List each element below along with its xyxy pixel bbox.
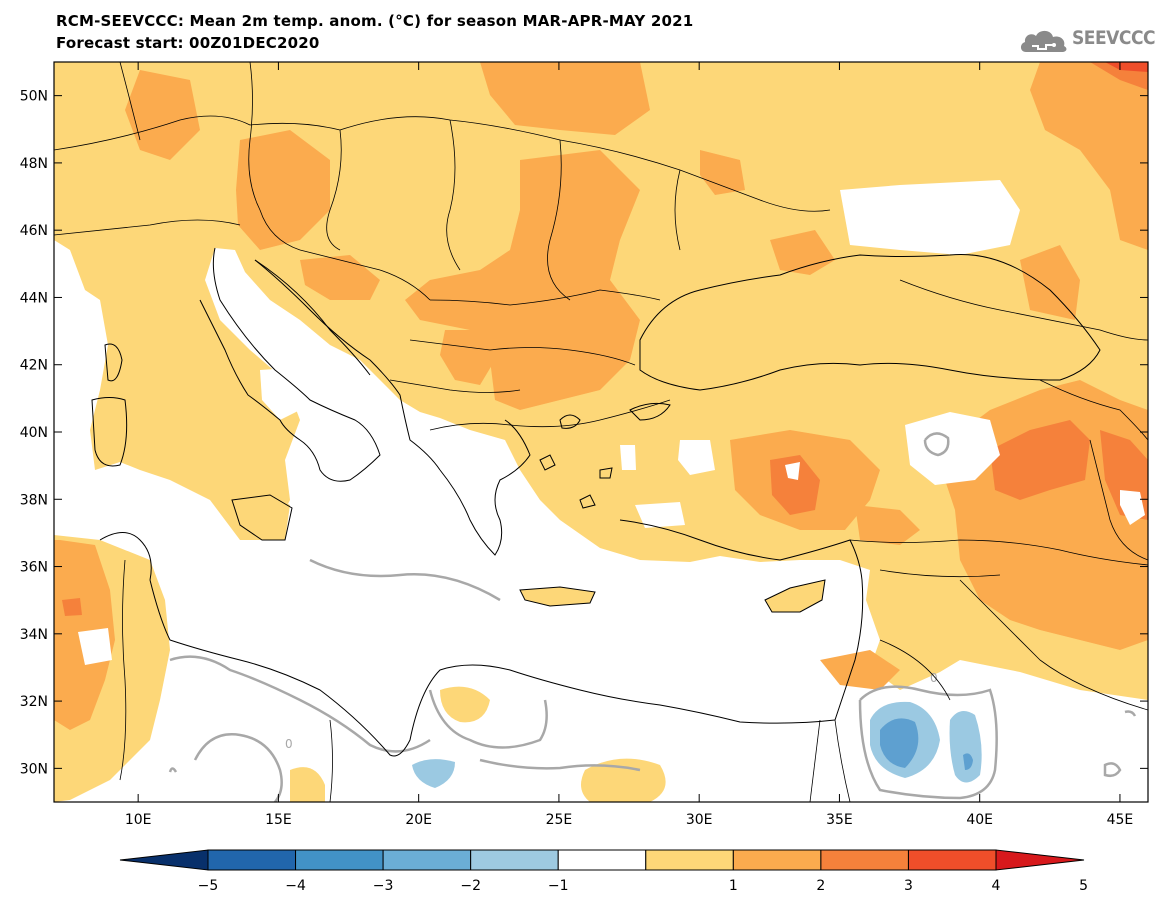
- colorbar-label: −3: [373, 878, 394, 894]
- lat-tick-label: 46N: [20, 223, 48, 239]
- colorbar-label: −2: [460, 878, 481, 894]
- anomaly-region-crete: [520, 587, 595, 606]
- zero-contour-label-2: 0: [930, 671, 938, 685]
- colorbar-label: 2: [816, 878, 825, 894]
- colorbar-label: −4: [285, 878, 306, 894]
- colorbar-segment: [732, 849, 822, 871]
- coastlines: [91, 247, 1101, 757]
- anomaly-region-egypt: [581, 758, 666, 802]
- colorbar-segment: [207, 849, 297, 871]
- colorbar-label: 1: [729, 878, 738, 894]
- lon-tick-label: 30E: [686, 812, 713, 828]
- anomaly-region-3-4: [62, 62, 1148, 616]
- lon-tick-label: 15E: [265, 812, 292, 828]
- lat-tick-label: 42N: [20, 358, 48, 374]
- colorbar-segment: [907, 849, 997, 871]
- colorbar-segment: [382, 849, 472, 871]
- cloud-icon: [1020, 30, 1067, 52]
- anomaly-region-cyprus: [765, 580, 825, 612]
- lat-tick-label: 30N: [20, 761, 48, 777]
- anomaly-region-neg-2-3: [880, 718, 919, 768]
- lat-tick-label: 48N: [20, 156, 48, 172]
- lon-tick-label: 40E: [966, 812, 993, 828]
- anomaly-region-neg-1-2-b: [949, 711, 982, 783]
- lat-tick-label: 44N: [20, 290, 48, 306]
- lat-tick-label: 50N: [20, 89, 48, 105]
- anomaly-region-libya: [440, 686, 490, 723]
- lat-tick-label: 36N: [20, 560, 48, 576]
- anomaly-region-neg-2-3-b: [963, 753, 973, 770]
- axis-ticks: 10E 15E 20E 25E 30E 35E 40E 45E 30N 32N 34N 36N 38N 4…: [20, 62, 1148, 828]
- anomaly-gaps: [78, 180, 1145, 665]
- anomaly-region-sicily: [232, 495, 290, 540]
- zero-contour-label: 0: [285, 737, 293, 751]
- colorbar-label: 4: [992, 878, 1001, 894]
- colorbar-extend-low: [119, 849, 209, 871]
- anomaly-region-neg-1-2-c: [412, 759, 455, 788]
- colorbar-segment: [645, 849, 734, 871]
- colorbar-segment: [295, 849, 384, 871]
- map-title: RCM-SEEVCCC: Mean 2m temp. anom. (°C) fo…: [56, 12, 694, 30]
- anomaly-region-4-5: [1105, 62, 1148, 72]
- lat-tick-label: 38N: [20, 492, 48, 508]
- zero-contours: [168, 432, 1137, 802]
- lat-tick-label: 34N: [20, 627, 48, 643]
- seevccc-logo: SEEVCCC: [1018, 26, 1156, 56]
- colorbar-segment: [820, 849, 909, 871]
- lat-tick-label: 32N: [20, 694, 48, 710]
- colorbar-extend-high: [995, 849, 1085, 871]
- lon-tick-label: 20E: [405, 812, 432, 828]
- lon-tick-label: 35E: [826, 812, 853, 828]
- colorbar-label: −5: [198, 878, 219, 894]
- colorbar-label: 5: [1079, 878, 1088, 894]
- logo-text: SEEVCCC: [1072, 27, 1156, 49]
- lon-tick-label: 45E: [1107, 812, 1134, 828]
- colorbar-label: 3: [904, 878, 913, 894]
- colorbar-segment: [470, 849, 559, 871]
- map-plot: 0 0: [54, 62, 1148, 802]
- lat-tick-label: 40N: [20, 425, 48, 441]
- anomaly-region-africa-sw: [290, 767, 325, 802]
- lon-tick-label: 25E: [546, 812, 573, 828]
- colorbar-label: −1: [548, 878, 569, 894]
- forecast-start: Forecast start: 00Z01DEC2020: [56, 34, 320, 52]
- lon-tick-label: 10E: [125, 812, 152, 828]
- colorbar: −5 −4 −3 −2 −1 1 2 3 4 5: [119, 849, 1088, 894]
- colorbar-segment: [557, 849, 647, 871]
